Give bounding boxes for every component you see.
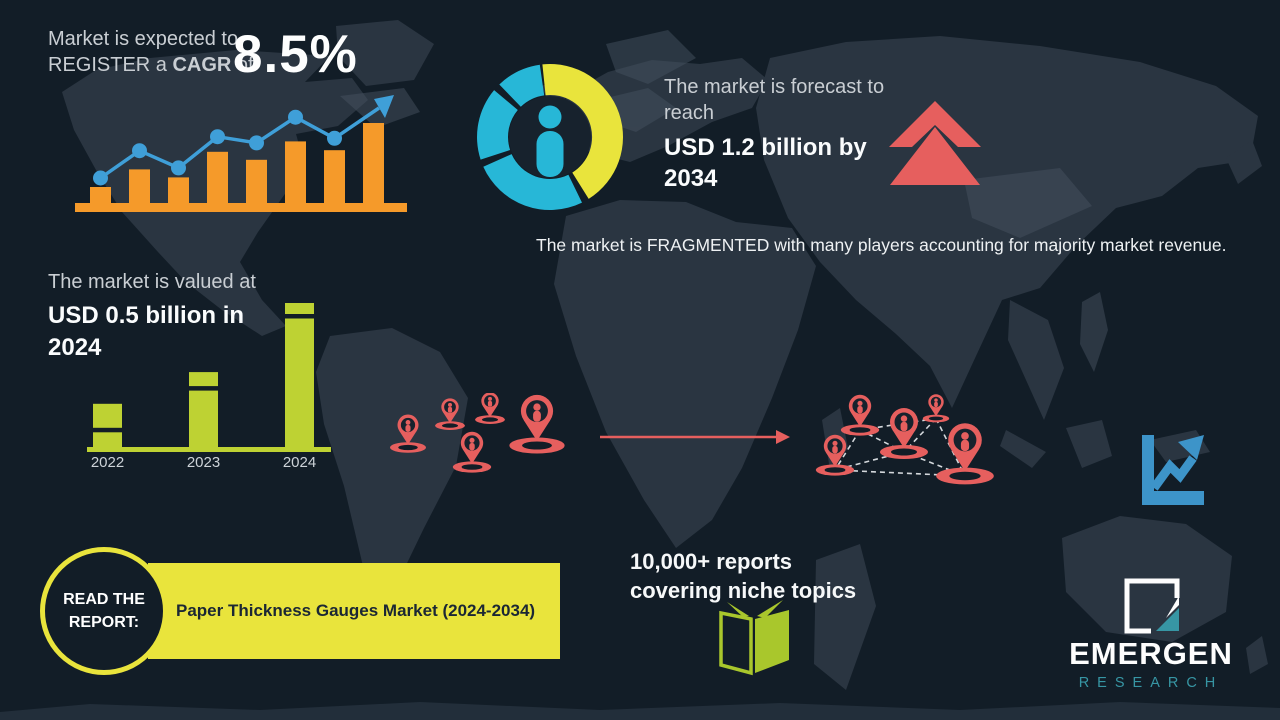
location-pin-icon [936,423,994,485]
location-pin-icon [922,394,950,423]
cagr-line1: Market is expected to [48,28,239,50]
location-pin-icon [452,431,492,473]
person-icon [536,105,564,177]
trend-point [327,130,342,146]
trend-bar [129,169,150,203]
donut-slice [477,90,518,160]
read-the-report-button[interactable]: READ THE REPORT: [40,547,168,675]
trend-point [210,129,225,145]
location-pin-icon [390,414,426,453]
report-title: Paper Thickness Gauges Market (2024-2034… [176,601,536,620]
location-pin-icon [509,394,565,454]
cagr-stat-block: Market is expected to REGISTER a CAGR of [48,26,254,79]
cagr-line2-bold: CAGR [172,54,232,77]
trend-line-arrowhead [374,95,394,118]
trend-bar [285,141,306,203]
fragmented-statement: The market is FRAGMENTED with many playe… [536,235,1227,255]
network-link-line [834,429,861,471]
valuation-bar [93,403,122,447]
valuation-bar [189,372,218,447]
right-arrow-icon [600,430,790,444]
report-title-banner[interactable]: Paper Thickness Gauges Market (2024-2034… [148,563,560,659]
scattered-players-pins [385,393,585,505]
valuation-bar [285,303,314,447]
location-pin-icon [815,434,855,476]
logo-brand-text: EMERGEN [1069,636,1233,671]
trend-point [132,143,147,159]
trend-bar [207,151,228,203]
trend-point [171,160,186,176]
trend-point [288,109,303,125]
forecast-stat-block: The market is forecast to reach USD 1.2 … [664,74,902,195]
trend-bar [363,123,384,203]
networked-players-pins [808,390,1008,508]
location-pin-icon [840,394,880,436]
valuation-baseline [87,447,331,452]
forecast-intro: The market is forecast to reach [664,76,885,125]
valuation-bar-stripe [93,427,122,433]
read-the-report-label: READ THE REPORT: [63,590,145,631]
trend-point [249,135,264,151]
forecast-value: USD 1.2 billion by 2034 [664,133,867,193]
cagr-line2-post: of [231,54,254,77]
cagr-value: 8.5% [233,25,358,84]
cagr-line2-pre: REGISTER a [48,54,173,77]
reports-stat: 10,000+ reports covering niche topics [630,549,857,603]
location-pin-icon [475,393,505,424]
donut-slice [542,64,623,199]
trend-bar [324,150,345,203]
valuation-year-label: 2022 [91,454,124,471]
logo-division-text: RESEARCH [1078,675,1224,691]
trend-baseline [75,203,407,212]
growth-trend-chart [73,92,413,217]
cagr-line2: REGISTER a CAGR of [48,52,254,78]
valuation-value: USD 0.5 billion in 2024 [48,302,245,362]
valuation-intro: The market is valued at [48,271,256,293]
trend-bar [246,159,267,203]
valuation-bar-chart: 2022 2023 2024 [85,295,335,475]
emergen-logo-mark [1124,578,1180,634]
chart-up-icon [1142,435,1204,505]
valuation-year-label: 2023 [187,454,220,471]
trend-point [93,170,108,186]
valuation-stat-block: The market is valued at USD 0.5 billion … [48,269,280,364]
donut-slice [499,64,545,107]
donut-slice [483,154,582,210]
market-share-donut-chart [477,59,627,215]
double-up-arrow-icon [889,101,981,185]
open-book-icon [719,600,789,676]
network-link-line [935,418,966,477]
valuation-bar-stripe [189,386,218,391]
valuation-year-label: 2024 [283,454,316,471]
valuation-bar-stripe [285,314,314,319]
trend-bar [90,187,111,203]
location-pin-icon [880,408,928,459]
location-pin-icon [435,398,465,430]
trend-bar [168,177,189,203]
